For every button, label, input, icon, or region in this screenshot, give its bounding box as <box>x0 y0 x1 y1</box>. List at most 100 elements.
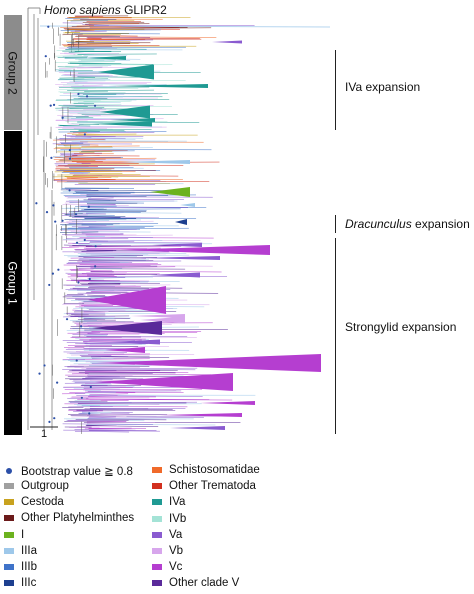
dracunculus-expansion-label: Dracunculus expansion <box>345 217 470 231</box>
tree-branch <box>81 411 112 413</box>
bootstrap-dot <box>80 396 83 399</box>
bootstrap-dot <box>94 245 97 248</box>
tree-branch <box>80 279 105 281</box>
tree-branch <box>79 33 121 36</box>
tree-branch <box>62 358 150 360</box>
legend-label: I <box>21 528 25 541</box>
tree-branch <box>66 40 131 43</box>
legend-item-vb: Vb <box>152 545 183 557</box>
legend-bootstrap: Bootstrap value ≧ 0.8 <box>4 464 133 478</box>
collapsed-clade <box>120 245 270 255</box>
tree-branch <box>53 139 105 141</box>
collapsed-clade <box>140 316 185 324</box>
collapsed-clade <box>92 121 152 127</box>
tree-branch <box>88 416 116 418</box>
tree-branch <box>86 398 210 400</box>
root-label-gene: GLIPR2 <box>124 3 167 17</box>
bootstrap-dot <box>57 268 60 271</box>
tree-branch <box>70 30 107 32</box>
collapsed-clade <box>108 84 208 88</box>
legend-label: IIIc <box>21 577 37 590</box>
legend-label: Schistosomatidae <box>169 464 260 476</box>
tree-branch <box>68 289 143 291</box>
legend-item-ivb: IVb <box>152 513 186 525</box>
tree-branch <box>71 86 116 88</box>
bootstrap-dot <box>68 148 71 152</box>
tree-branch <box>90 266 176 268</box>
tree-branch <box>62 246 79 248</box>
tree-branch <box>78 240 163 242</box>
legend-item-other-clade-v: Other clade V <box>152 577 239 589</box>
tree-branch <box>59 137 126 140</box>
collapsed-clade <box>120 160 190 164</box>
tree-branch <box>85 391 184 393</box>
tree-branch <box>74 190 174 192</box>
bootstrap-dot <box>75 241 79 244</box>
root-label: Homo sapiens GLIPR2 <box>44 3 167 17</box>
group-2-bar: Group 2 <box>4 15 22 130</box>
collapsed-clade <box>100 105 150 119</box>
collapsed-clade <box>160 413 242 417</box>
tree-branch <box>56 99 170 101</box>
tree-branch <box>75 206 207 208</box>
tree-branch <box>66 419 145 422</box>
tree-branch <box>73 100 131 103</box>
tree-branch <box>67 132 87 134</box>
tree-branch <box>60 227 189 229</box>
tree-branch <box>91 290 140 292</box>
bootstrap-dot <box>77 281 80 284</box>
tree-branch <box>66 83 167 85</box>
tree-branch <box>66 262 129 264</box>
tree-branch <box>77 237 111 239</box>
tree-branch <box>83 311 109 313</box>
tree-branch <box>88 197 114 199</box>
tree-branches <box>27 7 331 434</box>
tree-branch <box>89 240 135 243</box>
collapsed-clade <box>175 219 187 225</box>
bootstrap-dot <box>43 364 46 367</box>
tree-branch <box>78 129 125 132</box>
tree-branch <box>71 157 157 160</box>
tree-branch <box>71 225 107 227</box>
bootstrap-dot-icon <box>6 468 12 474</box>
tree-branch <box>66 284 171 286</box>
legend-item-iiib: IIIb <box>4 561 37 573</box>
tree-branch <box>87 417 204 419</box>
tree-branch <box>54 171 122 173</box>
tree-branch <box>66 189 91 191</box>
tree-branch <box>67 177 112 179</box>
bootstrap-dot <box>75 359 78 362</box>
legend-item-iva: IVa <box>152 496 185 508</box>
group-1-label: Group 1 <box>6 261 21 305</box>
tree-branch <box>71 75 118 77</box>
legend-swatch <box>152 467 162 473</box>
bootstrap-dot <box>47 25 50 28</box>
tree-branch <box>56 144 99 146</box>
tree-branch <box>61 44 160 46</box>
tree-branch <box>70 136 144 138</box>
legend-bootstrap-label: Bootstrap value ≧ 0.8 <box>21 466 133 478</box>
collapsed-clade <box>152 243 202 247</box>
bootstrap-dot <box>85 95 89 98</box>
tree-branch <box>55 146 113 148</box>
bootstrap-dot <box>48 420 51 424</box>
tree-branch <box>88 353 150 355</box>
bootstrap-dot <box>51 272 54 275</box>
tree-branch <box>78 226 115 228</box>
bootstrap-dot <box>87 205 90 208</box>
tree-branch <box>57 174 141 176</box>
tree-branch <box>75 137 144 139</box>
collapsed-clade <box>212 40 242 44</box>
tree-branch <box>64 234 173 236</box>
tree-branch <box>55 107 105 109</box>
legend-swatch <box>4 580 14 587</box>
bootstrap-dot <box>38 372 41 375</box>
tree-branch <box>68 51 85 53</box>
tree-branch <box>74 431 130 433</box>
tree-branch <box>60 221 84 223</box>
bootstrap-dot <box>65 318 69 321</box>
tree-branch <box>39 25 331 28</box>
collapsed-clade <box>110 118 155 122</box>
legend-label: Va <box>169 528 183 541</box>
legend-label: Outgroup <box>21 480 69 492</box>
